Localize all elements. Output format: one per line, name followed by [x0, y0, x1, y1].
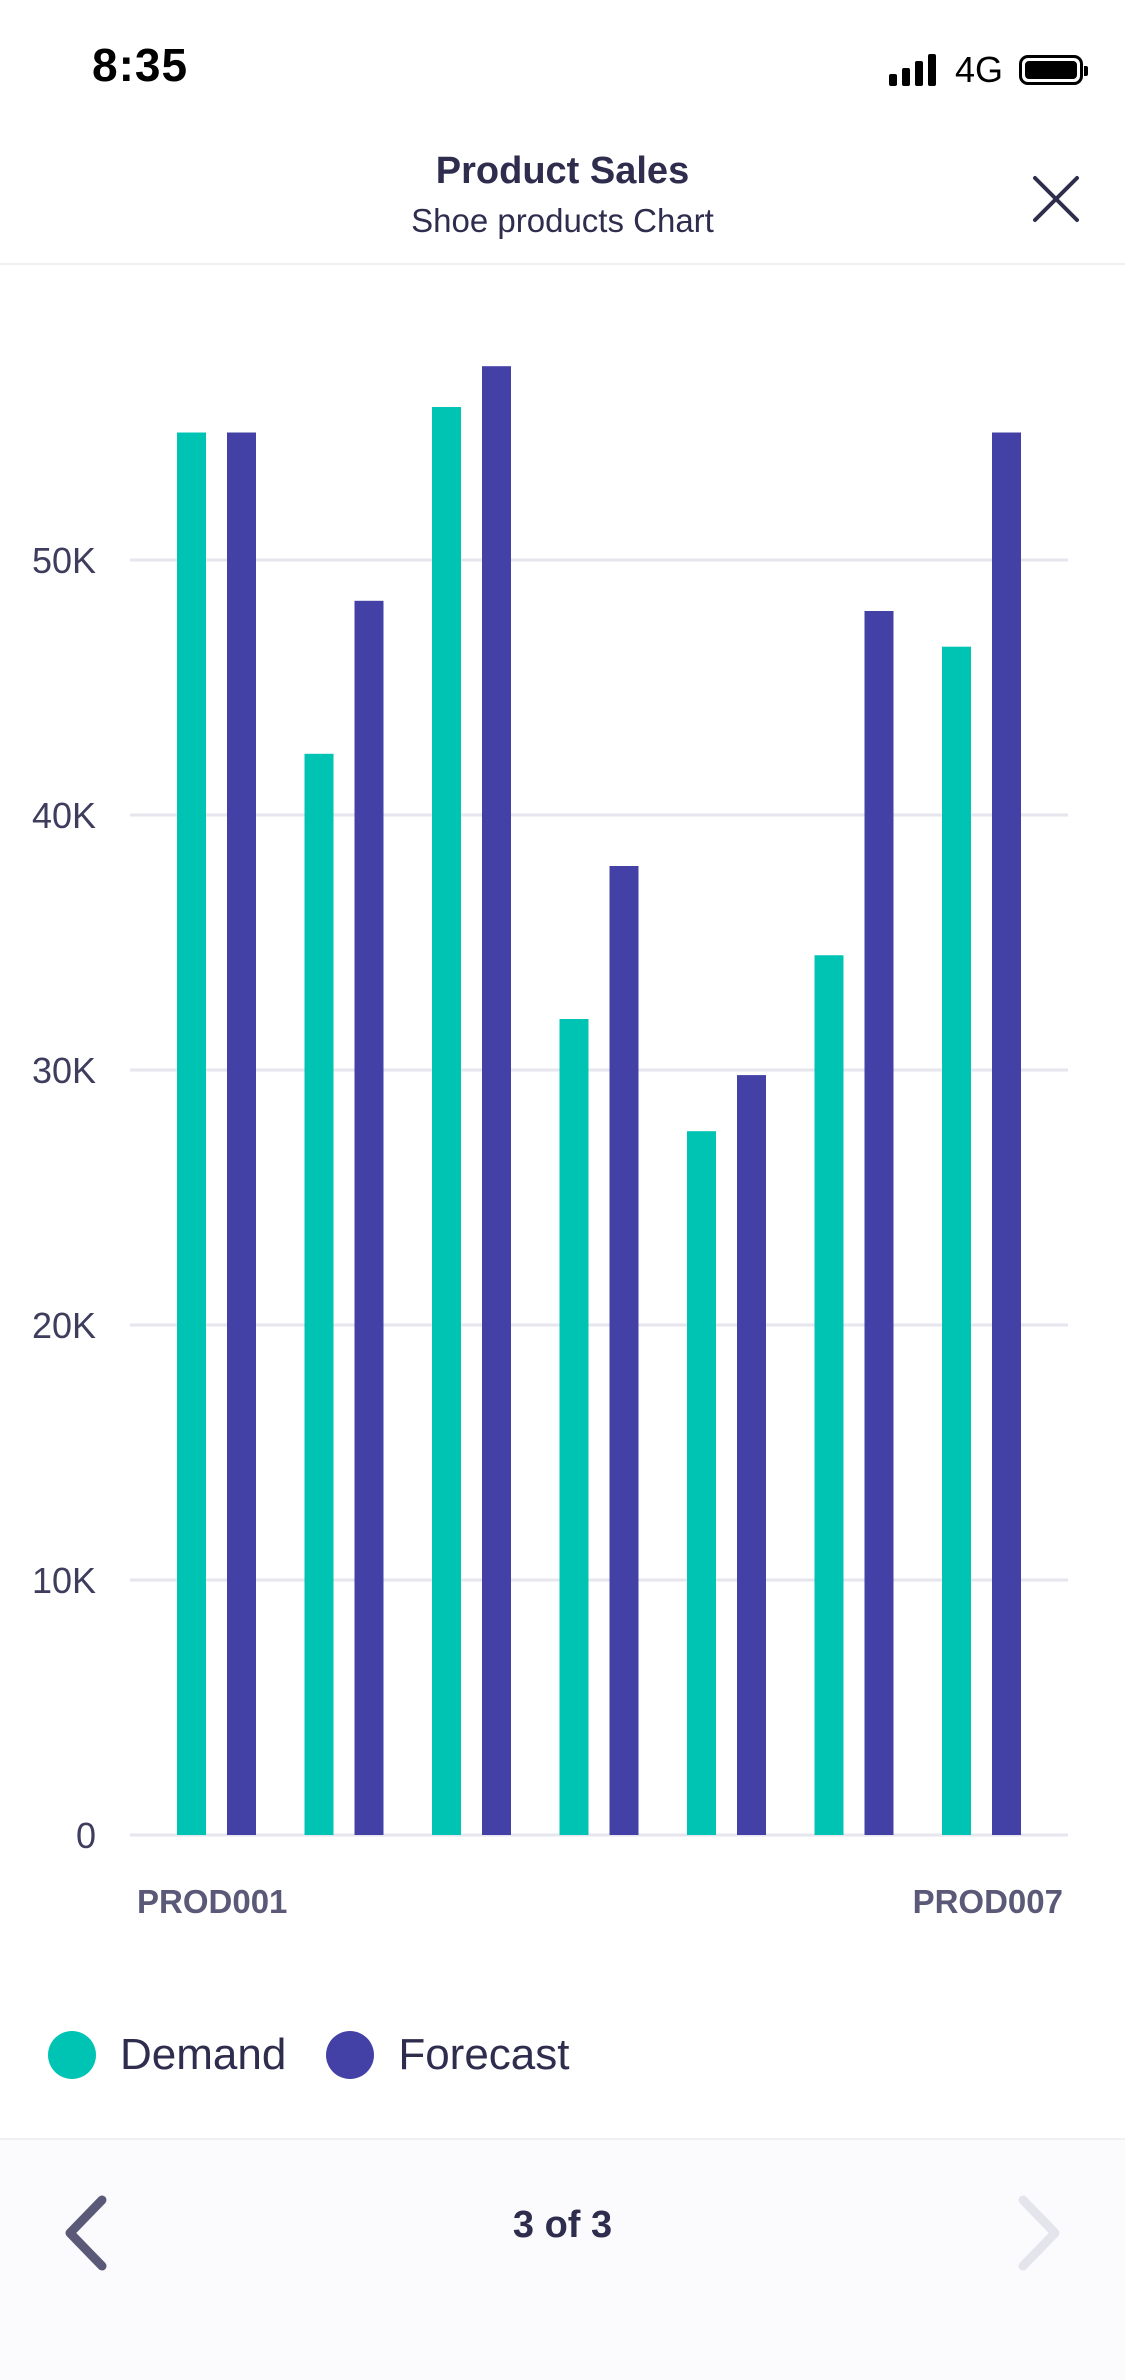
status-bar: 8:35 4G: [0, 0, 1125, 130]
x-tick-label-last: PROD007: [913, 1883, 1063, 1920]
x-tick-label-first: PROD001: [137, 1883, 287, 1920]
pager-footer: 3 of 3: [0, 2138, 1125, 2380]
bar-forecast-5[interactable]: [737, 1075, 766, 1835]
status-time: 8:35: [92, 39, 189, 91]
y-tick-label: 30K: [32, 1050, 96, 1091]
bar-forecast-3[interactable]: [482, 366, 511, 1836]
modal-header: Product Sales Shoe products Chart: [0, 130, 1125, 265]
bar-forecast-7[interactable]: [992, 432, 1021, 1836]
y-tick-label: 0: [76, 1815, 96, 1856]
status-indicators: 4G: [888, 48, 1088, 92]
bar-demand-6[interactable]: [814, 955, 844, 1835]
network-type: 4G: [954, 49, 1003, 90]
bar-forecast-2[interactable]: [354, 600, 384, 1835]
bar-demand-1[interactable]: [177, 432, 206, 1836]
y-tick-label: 40K: [32, 795, 96, 836]
page-subtitle: Shoe products Chart: [411, 202, 714, 239]
bar-forecast-6[interactable]: [864, 611, 894, 1835]
legend-item-demand: Demand: [48, 2030, 286, 2080]
legend-label-forecast: Forecast: [398, 2030, 570, 2079]
pager-indicator: 3 of 3: [512, 2204, 613, 2246]
battery-icon: [1019, 55, 1088, 85]
legend-item-forecast: Forecast: [326, 2030, 569, 2080]
legend-swatch-demand: [48, 2031, 96, 2079]
y-tick-label: 20K: [32, 1305, 96, 1346]
signal-icon: [888, 54, 941, 86]
bar-forecast-1[interactable]: [227, 432, 256, 1836]
y-tick-label: 50K: [32, 540, 96, 581]
chevron-left-icon: [65, 2195, 107, 2271]
next-button[interactable]: [995, 2188, 1075, 2278]
bar-chart: 0 10K 20K 30K 40K 50K PROD001 PROD007: [32, 366, 1068, 1920]
close-button[interactable]: [1027, 170, 1085, 228]
y-tick-label: 10K: [32, 1560, 96, 1601]
page-title: Product Sales: [435, 150, 690, 192]
close-icon: [1033, 176, 1079, 222]
bar-forecast-4[interactable]: [609, 866, 639, 1835]
chart-area: 0 10K 20K 30K 40K 50K PROD001 PROD007: [0, 265, 1125, 1965]
chart-legend: Demand Forecast: [48, 2020, 609, 2090]
bar-demand-5[interactable]: [687, 1131, 716, 1835]
bar-demand-7[interactable]: [942, 646, 971, 1836]
legend-swatch-forecast: [326, 2031, 375, 2079]
bar-demand-3[interactable]: [432, 407, 461, 1835]
legend-label-demand: Demand: [120, 2030, 287, 2079]
bar-demand-2[interactable]: [304, 753, 334, 1835]
chevron-right-icon: [1018, 2195, 1060, 2271]
bar-demand-4[interactable]: [559, 1019, 589, 1835]
previous-button[interactable]: [50, 2188, 130, 2278]
